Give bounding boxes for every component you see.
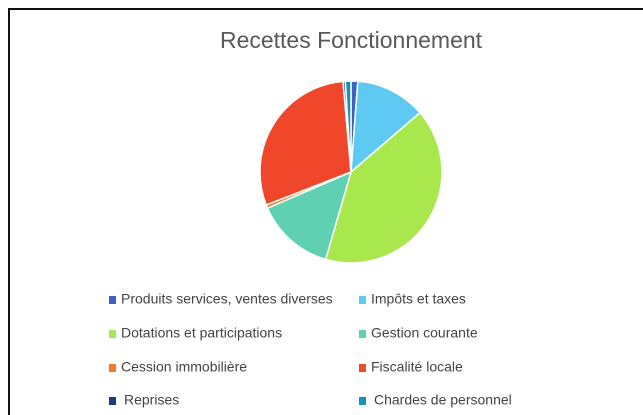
legend-label: Cession immobilière: [121, 359, 247, 375]
legend-label: Reprises: [124, 392, 179, 408]
legend-swatch: [359, 296, 366, 304]
chart-title: Recettes Fonctionnement: [220, 27, 483, 53]
pie-slice: [350, 80, 422, 174]
legend-swatch: [359, 330, 366, 338]
pie-slice: [266, 170, 353, 261]
legend-swatch: [109, 364, 116, 372]
pie-slice: [324, 111, 443, 264]
pie-slice: [259, 80, 352, 206]
legend-swatch: [359, 364, 366, 372]
legend-swatch: [109, 296, 116, 304]
pie-slice: [344, 80, 352, 173]
legend-swatch: [109, 397, 116, 405]
legend-swatch: [109, 330, 116, 338]
legend-label: Impôts et taxes: [371, 291, 466, 307]
legend-label: Fiscalité locale: [371, 359, 463, 375]
legend-label: Chardes de personnel: [374, 392, 512, 408]
legend-swatch: [359, 397, 366, 405]
legend-label: Gestion courante: [371, 325, 478, 341]
legend-label: Dotations et participations: [121, 325, 282, 341]
legend-label: Produits services, ventes diverses: [121, 291, 333, 307]
